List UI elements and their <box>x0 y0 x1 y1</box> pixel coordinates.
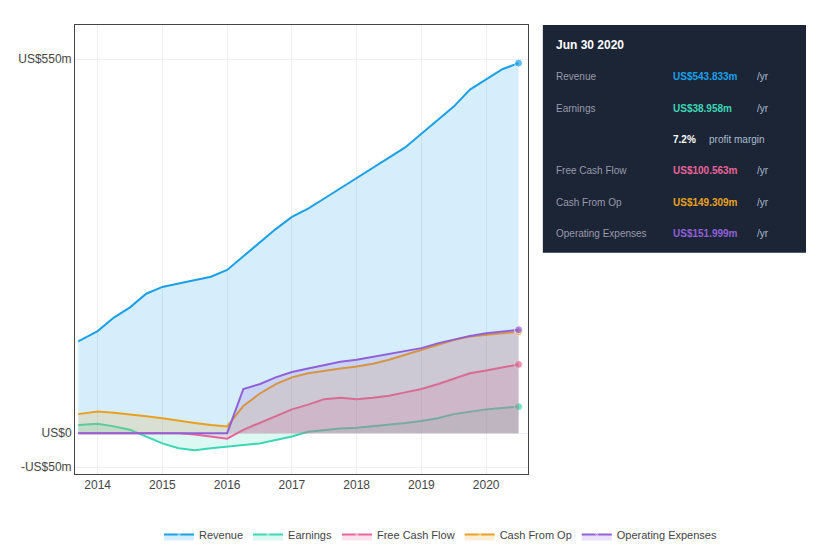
svg-text:Cash From Op: Cash From Op <box>500 529 572 541</box>
svg-text:/yr: /yr <box>757 197 769 208</box>
svg-text:Earnings: Earnings <box>288 529 332 541</box>
svg-text:Free Cash Flow: Free Cash Flow <box>556 165 627 176</box>
svg-text:US$151.999m: US$151.999m <box>673 228 738 239</box>
svg-text:-US$50m: -US$50m <box>21 460 72 474</box>
svg-text:US$100.563m: US$100.563m <box>673 165 738 176</box>
svg-text:/yr: /yr <box>757 165 769 176</box>
svg-text:2019: 2019 <box>408 478 435 492</box>
svg-text:US$38.958m: US$38.958m <box>673 103 732 114</box>
svg-text:Operating Expenses: Operating Expenses <box>617 529 717 541</box>
svg-text:2020: 2020 <box>473 478 500 492</box>
svg-text:Free Cash Flow: Free Cash Flow <box>377 529 455 541</box>
svg-text:7.2%: 7.2% <box>673 134 696 145</box>
svg-text:US$149.309m: US$149.309m <box>673 197 738 208</box>
svg-text:Cash From Op: Cash From Op <box>556 197 622 208</box>
svg-text:US$543.833m: US$543.833m <box>673 71 738 82</box>
svg-text:Operating Expenses: Operating Expenses <box>556 228 647 239</box>
svg-text:Earnings: Earnings <box>556 103 595 114</box>
svg-text:2015: 2015 <box>149 478 176 492</box>
svg-text:Jun 30 2020: Jun 30 2020 <box>556 38 624 52</box>
svg-text:profit margin: profit margin <box>709 134 765 145</box>
svg-text:2018: 2018 <box>343 478 370 492</box>
svg-text:/yr: /yr <box>757 71 769 82</box>
svg-text:/yr: /yr <box>757 103 769 114</box>
svg-text:2014: 2014 <box>84 478 111 492</box>
svg-text:Revenue: Revenue <box>199 529 243 541</box>
svg-text:Revenue: Revenue <box>556 71 596 82</box>
svg-text:US$550m: US$550m <box>18 52 71 66</box>
svg-text:/yr: /yr <box>757 228 769 239</box>
svg-text:US$0: US$0 <box>42 426 72 440</box>
svg-text:2017: 2017 <box>279 478 306 492</box>
svg-text:2016: 2016 <box>214 478 241 492</box>
